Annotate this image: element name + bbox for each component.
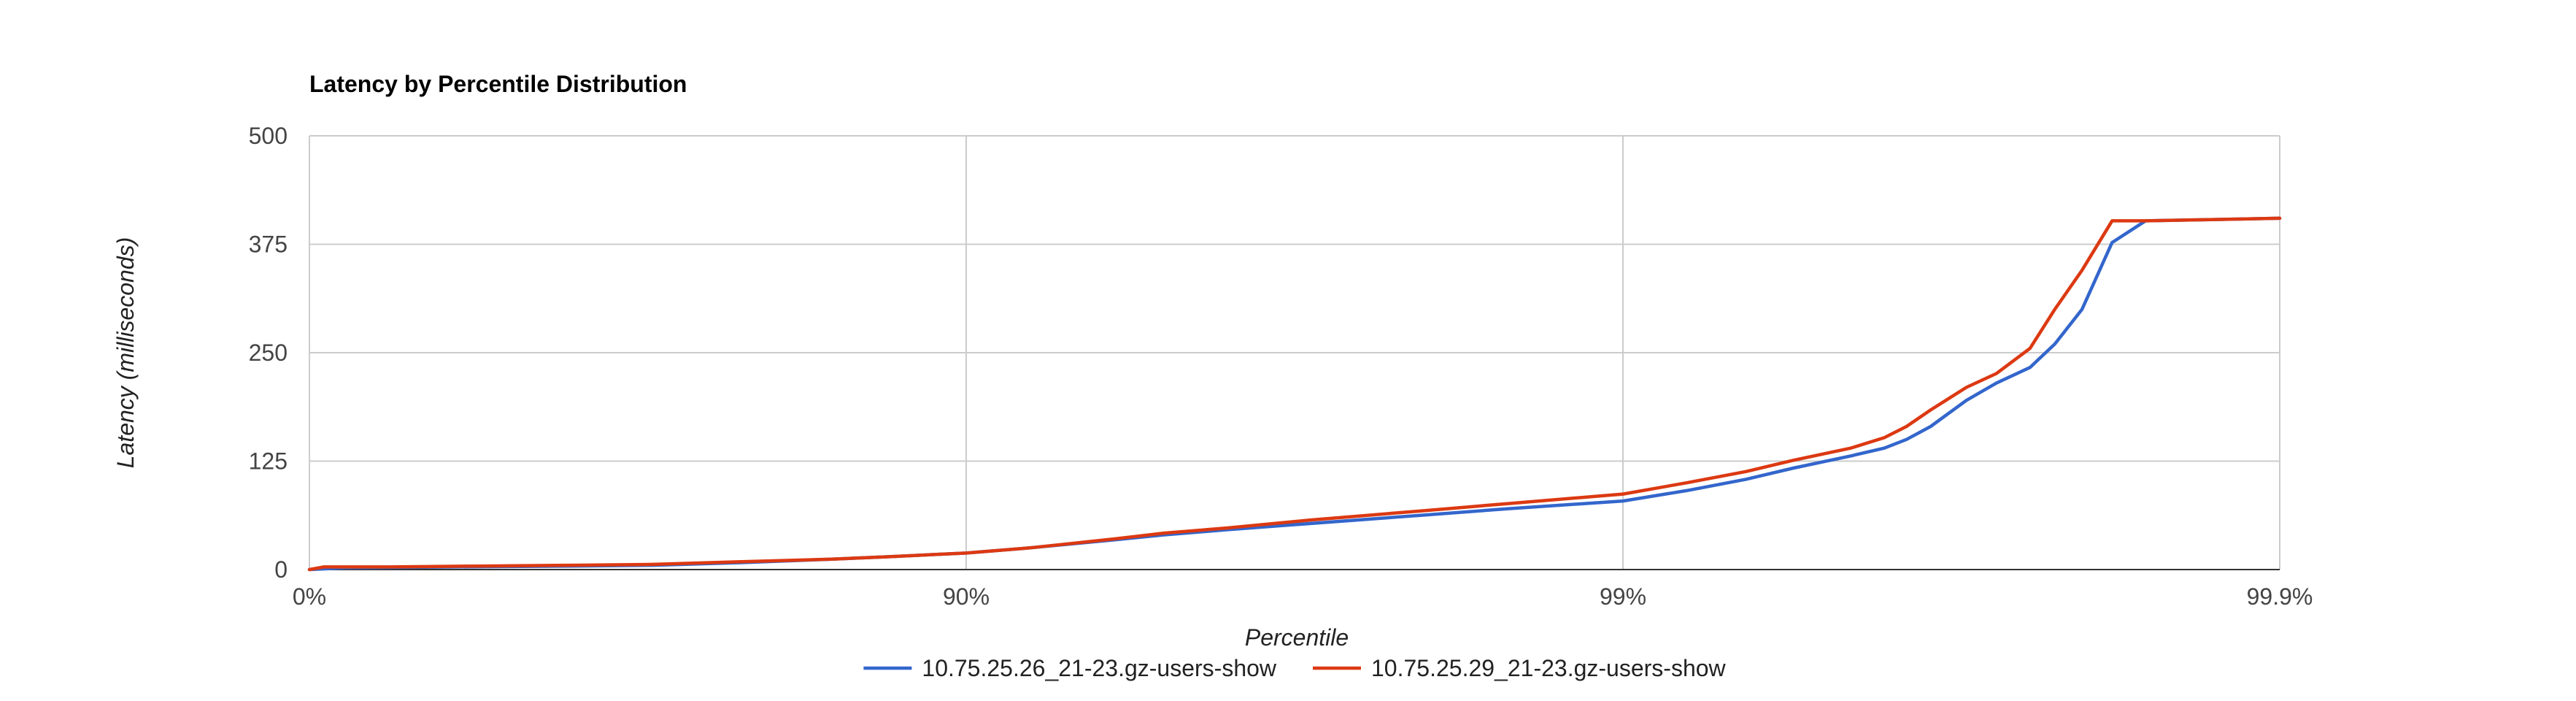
legend-label: 10.75.25.26_21-23.gz-users-show <box>922 655 1277 681</box>
x-axis-title: Percentile <box>1245 624 1349 651</box>
y-tick-label: 250 <box>249 340 288 366</box>
series-line-2 <box>307 216 2282 572</box>
y-axis-title: Latency (milliseconds) <box>112 237 139 469</box>
legend-item-2: 10.75.25.29_21-23.gz-users-show <box>1313 655 1727 681</box>
y-tick-label: 500 <box>249 123 288 149</box>
series-lines <box>307 216 2282 572</box>
x-tick-label: 99% <box>1600 583 1646 610</box>
y-tick-label: 375 <box>249 231 288 258</box>
axis-ticks: 0 125 250 375 500 0% 90% 99% 99.9% <box>249 123 2313 610</box>
chart-title: Latency by Percentile Distribution <box>309 71 687 97</box>
legend-item-1: 10.75.25.26_21-23.gz-users-show <box>863 655 1277 681</box>
y-tick-label: 125 <box>249 448 288 475</box>
legend-label: 10.75.25.29_21-23.gz-users-show <box>1371 655 1727 681</box>
legend: 10.75.25.26_21-23.gz-users-show 10.75.25.… <box>863 655 1727 681</box>
x-tick-label: 90% <box>943 583 990 610</box>
x-tick-label: 99.9% <box>2247 583 2313 610</box>
grid <box>309 135 2280 570</box>
x-tick-label: 0% <box>293 583 326 610</box>
y-tick-label: 0 <box>274 556 288 583</box>
